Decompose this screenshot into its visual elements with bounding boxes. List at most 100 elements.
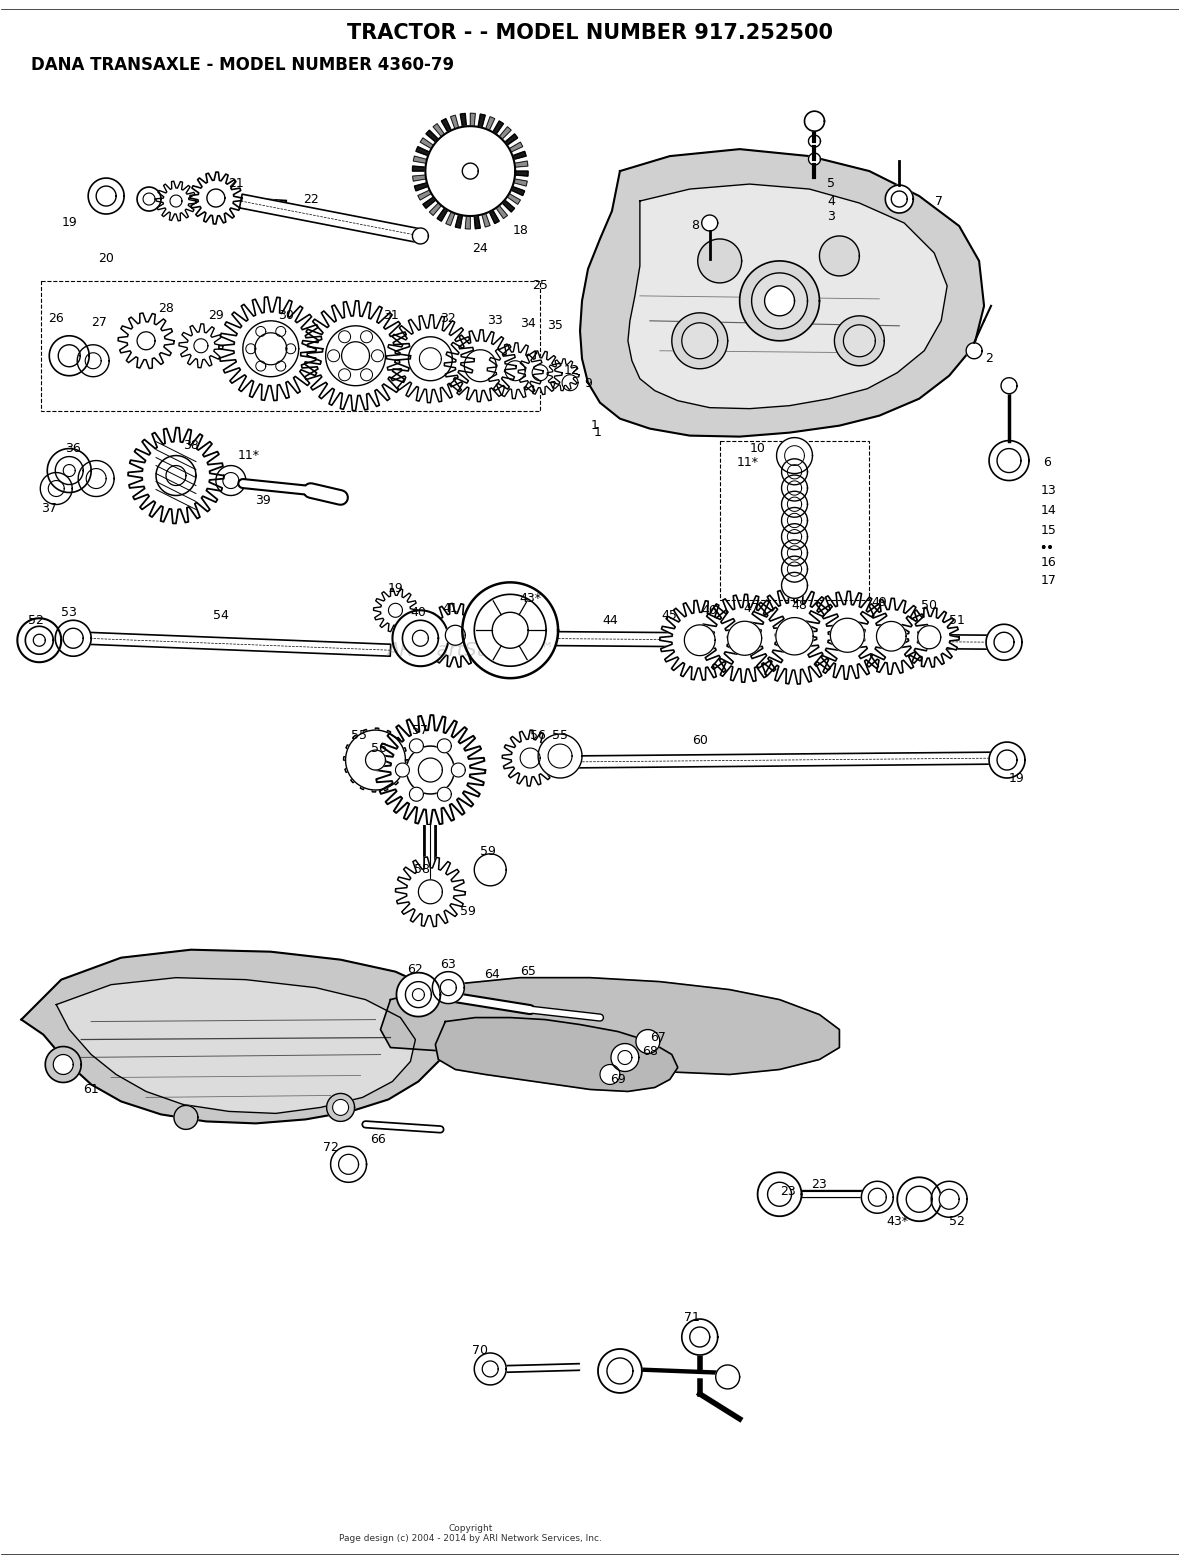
Polygon shape	[474, 594, 546, 666]
Text: 14: 14	[1041, 503, 1057, 517]
Polygon shape	[487, 342, 543, 399]
Polygon shape	[505, 134, 518, 145]
Text: 20: 20	[98, 253, 114, 266]
Text: 67: 67	[650, 1032, 666, 1044]
Polygon shape	[697, 239, 742, 283]
Text: 39: 39	[255, 494, 270, 506]
Polygon shape	[77, 345, 109, 377]
Text: 18: 18	[512, 225, 529, 238]
Polygon shape	[513, 178, 527, 186]
Polygon shape	[781, 556, 807, 581]
Text: 6: 6	[1043, 456, 1051, 469]
Polygon shape	[194, 339, 208, 353]
Polygon shape	[286, 344, 296, 353]
Polygon shape	[787, 481, 801, 495]
Polygon shape	[966, 342, 982, 359]
Polygon shape	[438, 739, 451, 753]
Text: 59: 59	[460, 905, 477, 919]
Text: DANA TRANSAXLE - MODEL NUMBER 4360-79: DANA TRANSAXLE - MODEL NUMBER 4360-79	[32, 56, 454, 75]
Polygon shape	[463, 583, 558, 678]
Polygon shape	[690, 1327, 709, 1347]
Text: 41: 41	[442, 602, 458, 614]
Polygon shape	[478, 114, 485, 128]
Polygon shape	[446, 213, 455, 225]
Polygon shape	[88, 178, 124, 214]
Polygon shape	[787, 497, 801, 511]
Polygon shape	[118, 313, 173, 369]
Text: 48: 48	[792, 599, 807, 611]
Text: 13: 13	[1041, 485, 1057, 497]
Polygon shape	[408, 336, 452, 381]
Polygon shape	[57, 977, 415, 1113]
Polygon shape	[483, 1361, 498, 1377]
Polygon shape	[781, 524, 807, 550]
Text: 58: 58	[414, 863, 431, 877]
Polygon shape	[518, 352, 562, 394]
Polygon shape	[548, 359, 579, 391]
Polygon shape	[333, 1099, 348, 1116]
Text: 17: 17	[1041, 574, 1057, 586]
Polygon shape	[361, 331, 373, 342]
Polygon shape	[445, 330, 516, 402]
Polygon shape	[156, 455, 196, 495]
Text: 72: 72	[322, 1141, 339, 1153]
Polygon shape	[906, 1186, 932, 1213]
Polygon shape	[243, 320, 299, 377]
Text: 59: 59	[480, 846, 496, 858]
Text: 19: 19	[387, 581, 404, 596]
Polygon shape	[507, 194, 520, 205]
Polygon shape	[465, 216, 471, 230]
Polygon shape	[781, 460, 807, 485]
Text: 71: 71	[684, 1310, 700, 1324]
Polygon shape	[53, 1055, 73, 1074]
Polygon shape	[420, 138, 433, 148]
Text: 50: 50	[922, 599, 937, 611]
Polygon shape	[781, 539, 807, 566]
Polygon shape	[787, 545, 801, 560]
Polygon shape	[752, 274, 807, 328]
Polygon shape	[40, 472, 72, 505]
Polygon shape	[510, 631, 999, 649]
Polygon shape	[877, 622, 906, 652]
Polygon shape	[343, 728, 407, 792]
Polygon shape	[486, 117, 494, 130]
Polygon shape	[406, 982, 432, 1008]
Polygon shape	[804, 591, 891, 680]
Polygon shape	[413, 175, 426, 181]
Polygon shape	[455, 214, 463, 228]
Text: 25: 25	[532, 280, 548, 292]
Text: 1: 1	[594, 427, 602, 439]
Polygon shape	[505, 361, 525, 381]
Polygon shape	[805, 111, 825, 131]
Polygon shape	[939, 1189, 959, 1210]
Polygon shape	[885, 184, 913, 213]
Polygon shape	[440, 980, 457, 996]
Text: 43*: 43*	[886, 1214, 909, 1227]
Polygon shape	[716, 1364, 740, 1390]
Polygon shape	[660, 600, 740, 680]
Polygon shape	[393, 610, 448, 666]
Text: 65: 65	[520, 966, 536, 978]
Polygon shape	[276, 361, 286, 370]
Text: ••: ••	[1040, 542, 1054, 555]
Text: 37: 37	[41, 502, 57, 514]
Polygon shape	[433, 123, 445, 136]
Text: 11*: 11*	[736, 456, 759, 469]
Polygon shape	[173, 1105, 198, 1130]
Polygon shape	[618, 1050, 632, 1064]
Polygon shape	[96, 186, 116, 206]
Polygon shape	[256, 361, 266, 370]
Polygon shape	[435, 1018, 677, 1091]
Text: 19: 19	[61, 217, 77, 230]
Polygon shape	[255, 333, 287, 364]
Polygon shape	[346, 730, 406, 789]
Polygon shape	[532, 364, 548, 381]
Text: 22: 22	[303, 192, 319, 206]
Polygon shape	[330, 1146, 367, 1182]
Text: 5: 5	[827, 177, 835, 189]
Text: 27: 27	[91, 316, 107, 330]
Polygon shape	[413, 228, 428, 244]
Polygon shape	[628, 184, 948, 408]
Polygon shape	[402, 621, 438, 656]
Polygon shape	[328, 350, 340, 361]
